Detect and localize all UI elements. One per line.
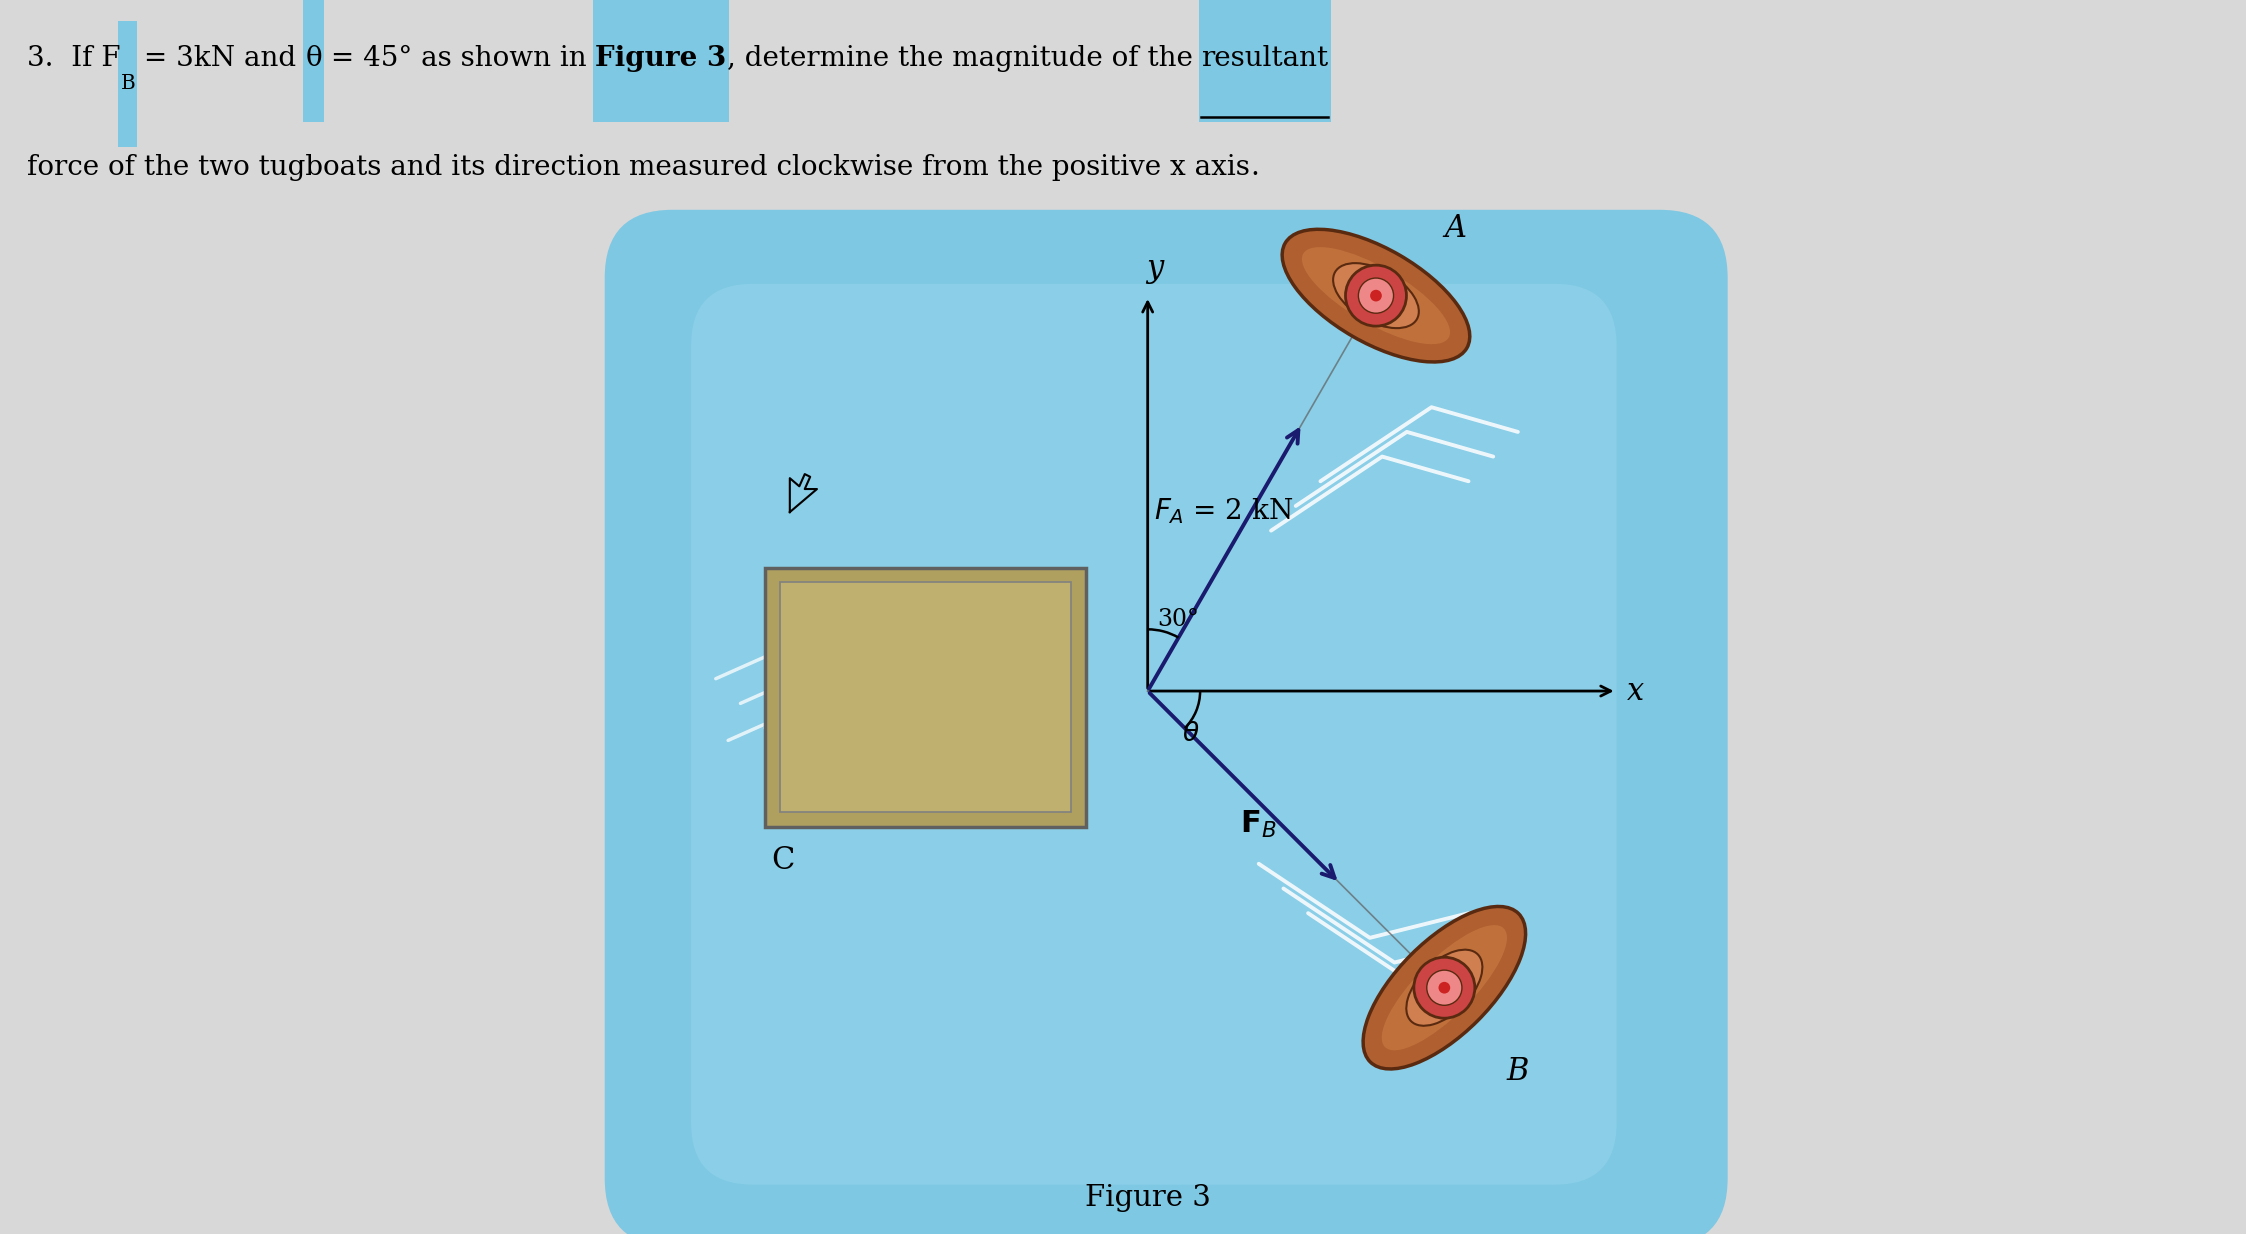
Ellipse shape — [1334, 263, 1419, 328]
Text: θ: θ — [305, 46, 321, 73]
Bar — [119, 21, 137, 147]
Text: .: . — [1251, 154, 1260, 181]
Text: = 45° as shown in: = 45° as shown in — [321, 46, 595, 73]
Text: $\theta$: $\theta$ — [1181, 721, 1199, 748]
Text: $\mathbf{F}_\mathit{B}$: $\mathbf{F}_\mathit{B}$ — [1240, 810, 1276, 840]
Ellipse shape — [1426, 970, 1462, 1006]
Text: $\mathit{F}_\mathit{A}$ = 2 kN: $\mathit{F}_\mathit{A}$ = 2 kN — [1154, 496, 1294, 526]
Text: measured clockwise from the positive x axis: measured clockwise from the positive x a… — [629, 154, 1251, 181]
Ellipse shape — [1437, 982, 1451, 993]
Ellipse shape — [1359, 278, 1393, 313]
Ellipse shape — [1282, 230, 1469, 362]
Text: Figure 3: Figure 3 — [595, 46, 725, 73]
Ellipse shape — [1415, 958, 1476, 1018]
Ellipse shape — [1381, 926, 1507, 1050]
Ellipse shape — [1406, 950, 1482, 1025]
Bar — [1199, 0, 1330, 122]
Text: 30°: 30° — [1157, 608, 1199, 631]
Bar — [593, 0, 728, 122]
Text: , determine the magnitude of the: , determine the magnitude of the — [725, 46, 1202, 73]
Text: resultant: resultant — [1202, 46, 1327, 73]
Ellipse shape — [1345, 265, 1406, 326]
Text: force of the two tugboats and its direction: force of the two tugboats and its direct… — [27, 154, 629, 181]
Text: B: B — [1507, 1055, 1530, 1087]
Ellipse shape — [1363, 907, 1525, 1069]
Text: A: A — [1444, 212, 1467, 244]
FancyBboxPatch shape — [692, 284, 1617, 1185]
Text: = 3kN and: = 3kN and — [135, 46, 305, 73]
Ellipse shape — [1303, 247, 1451, 344]
Text: x: x — [1626, 675, 1644, 707]
Text: y: y — [1145, 253, 1163, 284]
Text: Figure 3: Figure 3 — [1085, 1183, 1211, 1212]
Bar — [303, 0, 323, 122]
Bar — [779, 582, 1071, 812]
Text: 3.  If F: 3. If F — [27, 46, 121, 73]
FancyBboxPatch shape — [604, 210, 1727, 1234]
Text: B: B — [121, 74, 135, 94]
Bar — [766, 568, 1087, 827]
Text: C: C — [770, 845, 795, 876]
Ellipse shape — [1370, 290, 1381, 301]
